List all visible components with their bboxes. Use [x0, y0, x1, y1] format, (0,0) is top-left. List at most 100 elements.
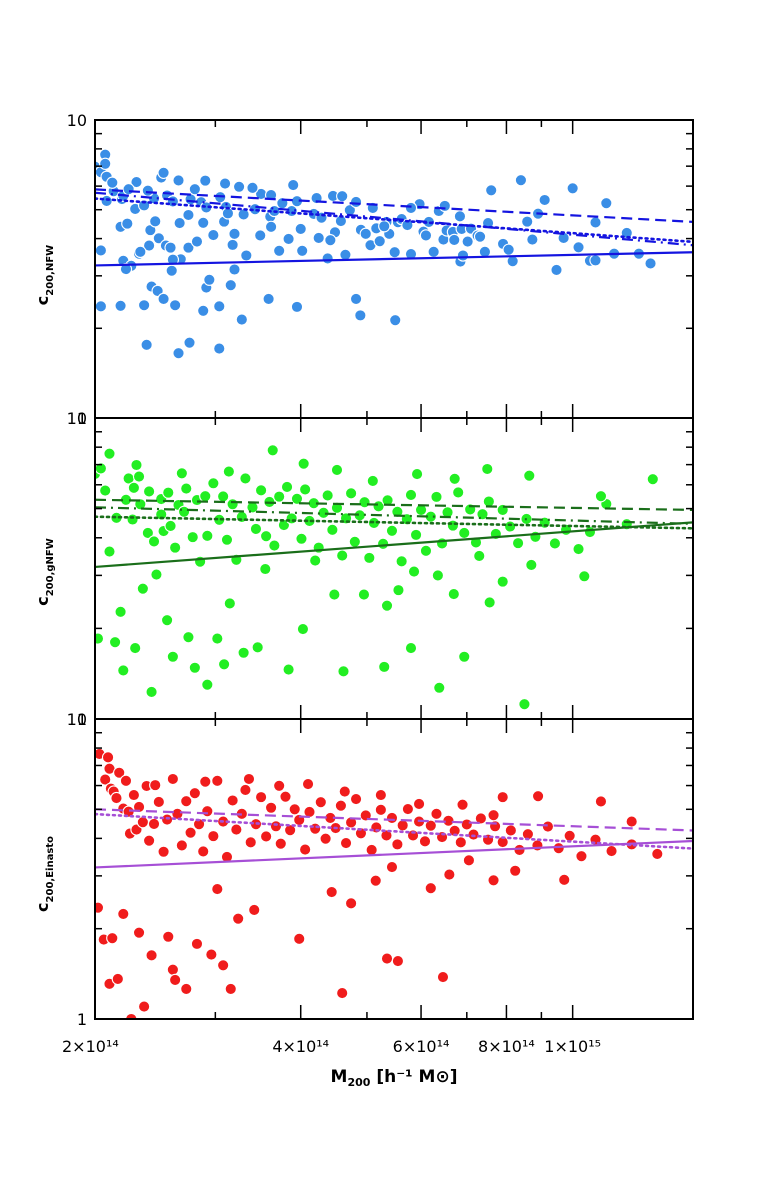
data-point — [525, 558, 538, 572]
data-point — [293, 932, 306, 945]
data-point — [404, 247, 418, 261]
data-point — [358, 496, 371, 509]
data-point — [207, 477, 220, 490]
data-point — [136, 816, 150, 829]
data-point — [378, 220, 391, 233]
data-point — [374, 803, 388, 816]
data-point — [216, 959, 230, 972]
data-point — [119, 262, 133, 276]
data-point — [117, 664, 130, 677]
data-point — [337, 665, 350, 678]
data-point — [448, 824, 461, 837]
data-point — [312, 231, 325, 245]
fit-line-dotted — [95, 197, 693, 244]
data-point — [452, 486, 465, 499]
nfw-points — [95, 148, 657, 360]
data-point — [430, 490, 443, 504]
data-point — [336, 986, 349, 1000]
data-point — [349, 292, 363, 306]
data-point — [249, 522, 263, 536]
fit-line-solid — [95, 521, 693, 569]
data-point — [410, 467, 424, 481]
data-point — [224, 279, 237, 292]
data-point — [226, 794, 239, 807]
data-point — [172, 347, 185, 360]
data-point — [119, 774, 133, 788]
einasto-frame — [94, 718, 694, 1020]
data-point — [132, 470, 146, 483]
data-point — [157, 292, 170, 306]
data-point — [157, 166, 170, 179]
data-point — [339, 248, 352, 261]
data-point — [427, 245, 440, 259]
data-point — [254, 484, 268, 497]
data-point — [262, 292, 275, 306]
data-point — [363, 551, 376, 565]
data-point — [430, 807, 443, 820]
nfw-frame — [94, 119, 694, 419]
data-point — [424, 819, 437, 832]
data-point — [282, 663, 295, 676]
data-point — [435, 537, 449, 550]
data-point — [481, 462, 494, 476]
data-point — [232, 180, 246, 193]
fit-line-dashed — [95, 808, 693, 832]
data-point — [438, 199, 451, 213]
data-point — [651, 847, 664, 861]
data-point — [541, 820, 555, 833]
data-point — [404, 201, 418, 215]
data-point — [456, 249, 470, 262]
data-point — [142, 485, 156, 498]
data-point — [344, 487, 358, 500]
data-point — [213, 342, 226, 355]
data-point — [321, 489, 334, 502]
data-point — [496, 790, 509, 804]
data-point — [150, 568, 163, 581]
data-point — [301, 777, 315, 791]
data-point — [110, 791, 123, 805]
data-point — [297, 457, 310, 470]
data-point — [338, 785, 351, 798]
data-point — [103, 447, 116, 460]
data-point — [127, 481, 141, 495]
data-point — [644, 257, 657, 270]
y-tick-label: 1 — [77, 409, 87, 428]
data-point — [175, 839, 189, 852]
data-point — [171, 807, 184, 820]
data-point — [251, 641, 264, 654]
data-point — [145, 685, 158, 699]
data-point — [235, 313, 248, 326]
data-point — [374, 788, 388, 802]
data-point — [168, 973, 182, 987]
data-point — [504, 824, 517, 837]
data-point — [213, 513, 226, 526]
data-point — [349, 792, 363, 806]
data-point — [152, 795, 165, 809]
y-tick-label: 10 — [67, 710, 87, 729]
data-point — [121, 217, 134, 230]
data-point — [125, 1012, 138, 1019]
data-point — [111, 972, 124, 986]
data-point — [344, 897, 358, 910]
data-point — [454, 836, 467, 849]
data-point — [282, 232, 295, 246]
data-point — [95, 244, 108, 257]
data-point — [448, 472, 461, 485]
data-point — [503, 520, 517, 533]
data-point — [321, 252, 334, 265]
data-point — [244, 836, 257, 849]
x-tick-label: 6×10¹⁴ — [393, 1037, 450, 1056]
data-point — [412, 797, 426, 811]
data-point — [201, 529, 214, 542]
data-point — [126, 513, 139, 526]
data-point — [288, 803, 301, 816]
data-point — [145, 949, 158, 962]
data-point — [589, 216, 602, 229]
data-point — [207, 228, 220, 242]
data-point — [458, 526, 471, 540]
x-tick-label: 2×10¹⁴ — [62, 1037, 119, 1056]
data-point — [239, 783, 252, 797]
data-point — [391, 954, 405, 968]
data-point — [240, 249, 253, 262]
data-point — [575, 850, 588, 863]
